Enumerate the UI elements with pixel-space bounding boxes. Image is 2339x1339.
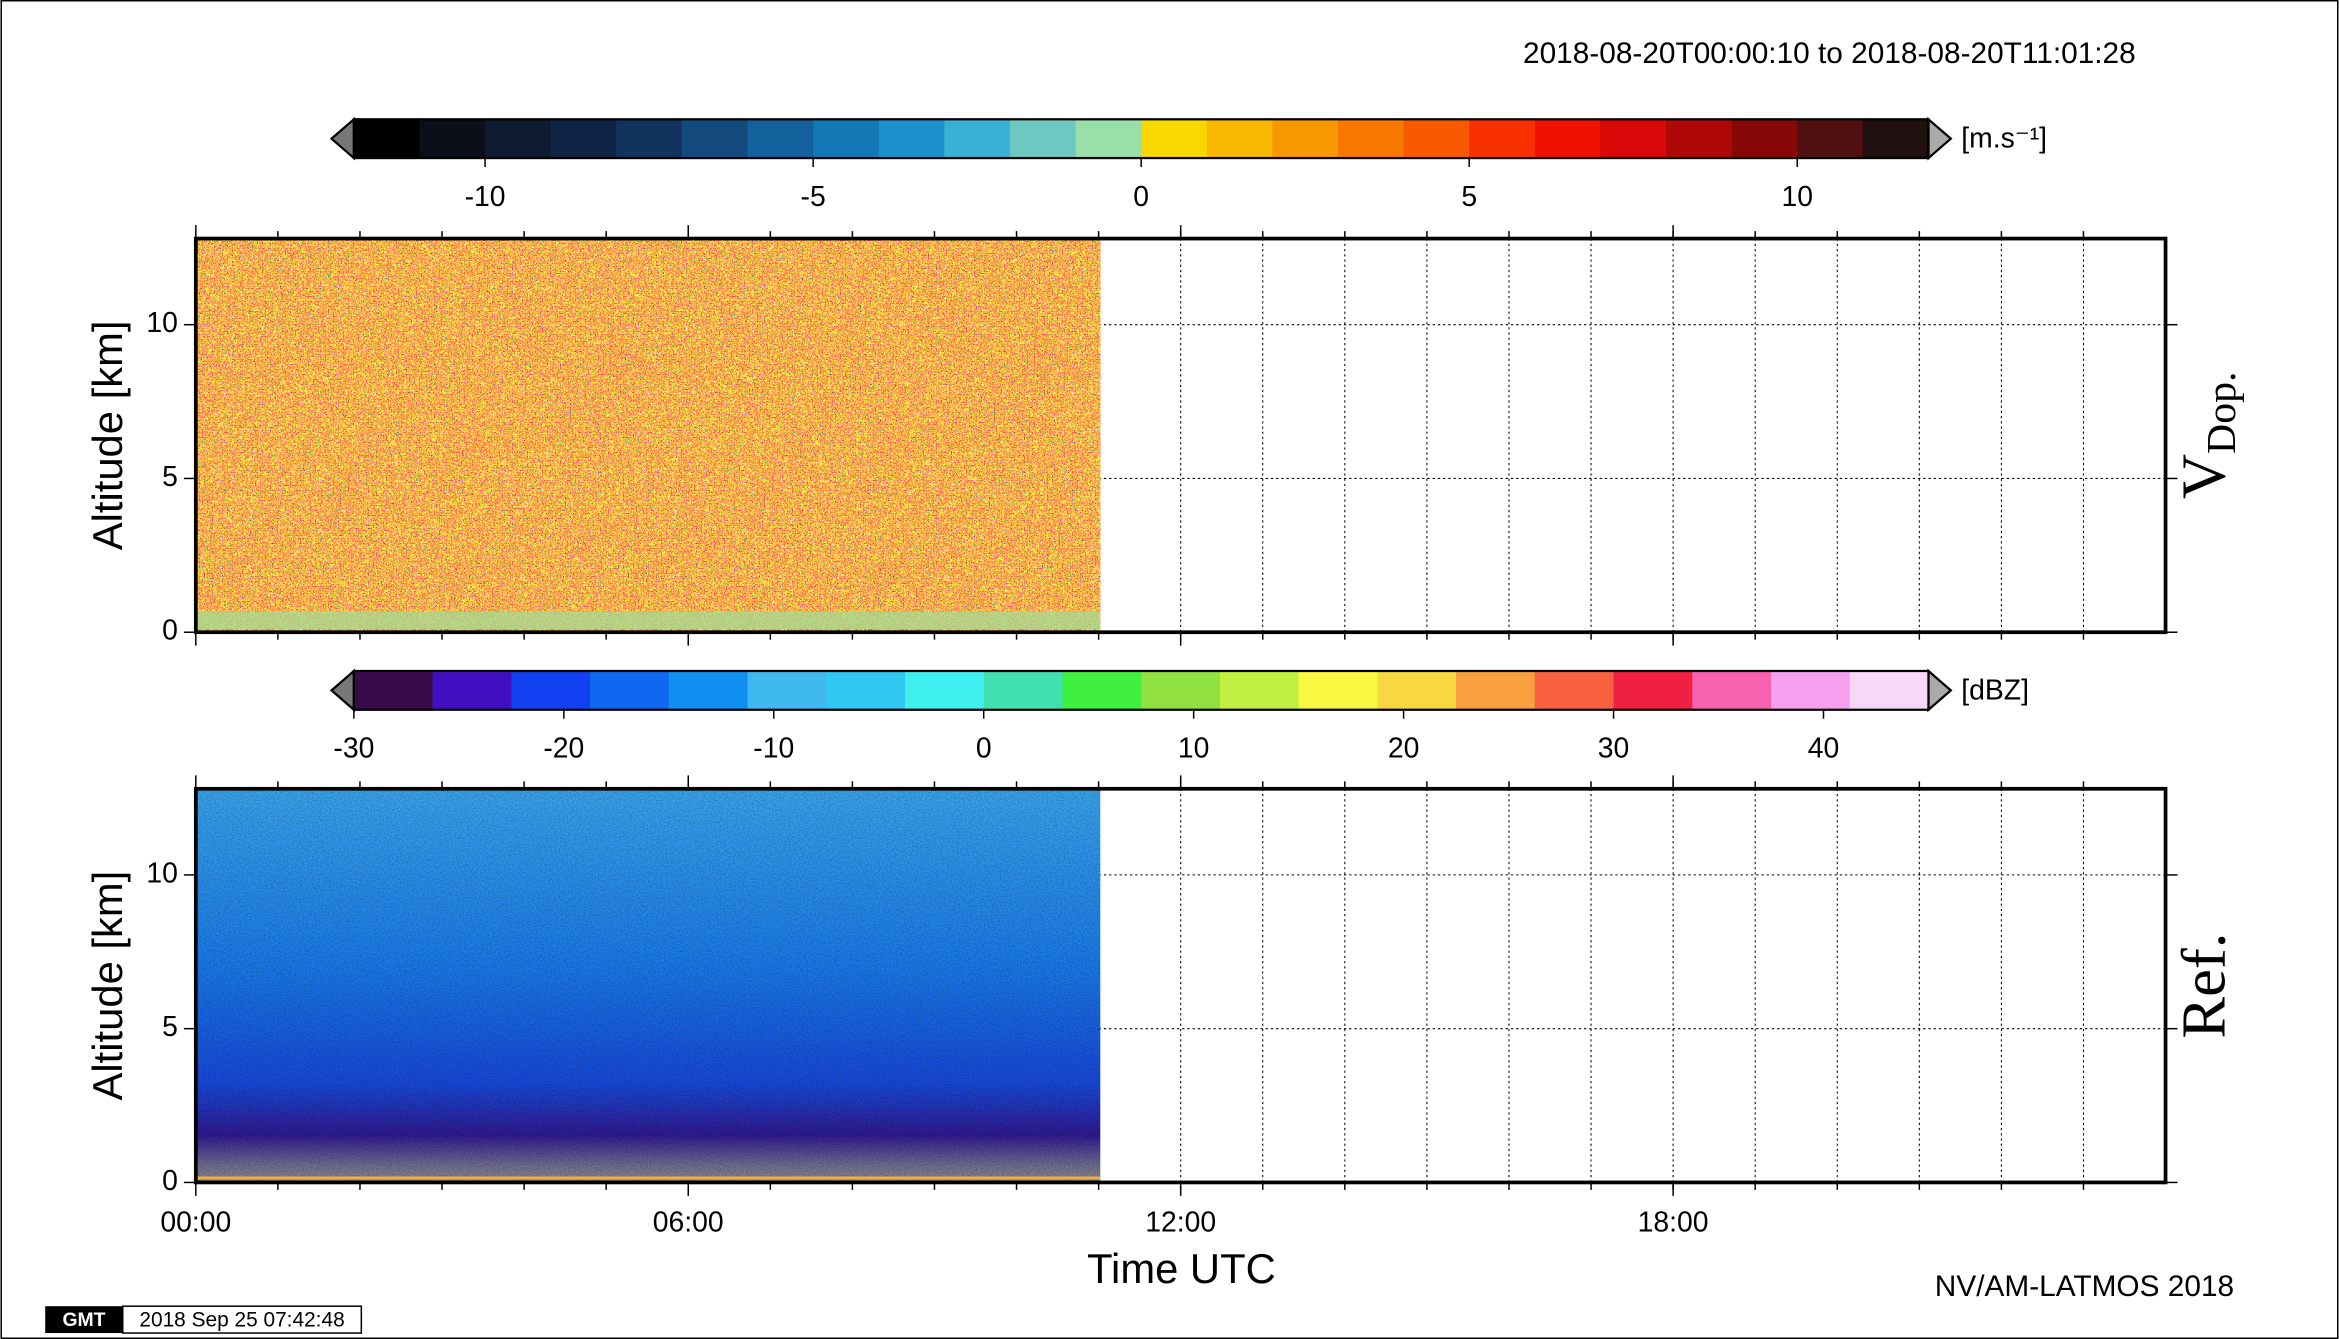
colorbar-bin — [1797, 119, 1864, 159]
colorbar-unit: [dBZ] — [1961, 674, 2029, 706]
colorbar-tick-label: -10 — [753, 733, 794, 765]
colorbar-bin — [1337, 119, 1405, 159]
colorbar-bin — [419, 119, 486, 159]
colorbar-bin — [813, 119, 880, 159]
colorbar-bin — [1600, 119, 1667, 159]
colorbar-tick-label: 10 — [1178, 733, 1210, 765]
y-tick-label: 5 — [162, 461, 178, 493]
colorbar-bin — [1141, 119, 1208, 159]
colorbar-bin — [1219, 670, 1300, 710]
panels: -10 -5 0 5 10 [m.s⁻¹] 0 5 10 Altitude [km] VDop. -3… — [84, 116, 2245, 1239]
colorbar-bin — [878, 119, 946, 159]
colorbar-bin — [353, 670, 434, 710]
panel-label: Ref. — [2169, 933, 2239, 1039]
data-field — [196, 238, 1101, 633]
data-field-ground — [196, 611, 1101, 630]
timestamp: 2018 Sep 25 07:42:48 — [139, 1309, 344, 1332]
colorbar-bin — [485, 119, 552, 159]
colorbar-tick-label: 0 — [976, 733, 992, 765]
panel-label: VDop. — [2169, 372, 2245, 500]
y-tick-label: 0 — [162, 615, 178, 647]
colorbar-bin — [1141, 670, 1221, 710]
colorbar-bin — [511, 670, 591, 710]
colorbar-bin — [590, 670, 670, 710]
colorbar-bin — [1613, 670, 1694, 710]
colorbar-tick-label: 40 — [1808, 733, 1840, 765]
x-tick-label: 00:00 — [160, 1207, 231, 1239]
colorbar-bin — [1731, 119, 1798, 159]
colorbar-bin — [1534, 119, 1602, 159]
y-axis-label: Altitude [km] — [84, 321, 131, 551]
credit: NV/AM-LATMOS 2018 — [1935, 1270, 2234, 1303]
colorbar-bin — [1692, 670, 1772, 710]
colorbar-bin — [1009, 119, 1077, 159]
colorbar-bin — [747, 119, 814, 159]
colorbar-tick-label: -10 — [465, 181, 506, 213]
colorbar-bin — [1206, 119, 1274, 159]
colorbar-bin — [616, 119, 683, 159]
colorbar-bin — [904, 670, 985, 710]
x-tick-label: 12:00 — [1145, 1207, 1216, 1239]
colorbar-tick-label: -30 — [333, 733, 374, 765]
y-tick-label: 10 — [146, 307, 178, 339]
panel-label-main: V — [2169, 454, 2239, 499]
logo-box — [45, 1306, 123, 1334]
y-tick-label: 5 — [162, 1011, 178, 1043]
colorbar-bin — [668, 670, 749, 710]
colorbar-bin — [747, 670, 827, 710]
colorbar-tick-label: 30 — [1598, 733, 1630, 765]
colorbar-tick-label: 10 — [1781, 181, 1813, 213]
colorbar-bin — [1298, 670, 1379, 710]
logo: GMT — [62, 1309, 105, 1331]
colorbar-bin — [1377, 670, 1457, 710]
colorbar-bin — [1469, 119, 1536, 159]
colorbar-bin — [1849, 670, 1930, 710]
colorbar-bin — [1403, 119, 1470, 159]
colorbar-bin — [1862, 119, 1930, 159]
colorbar-bin — [1771, 670, 1851, 710]
colorbar-bin — [983, 670, 1064, 710]
y-axis-label: Altitude [km] — [84, 871, 131, 1101]
colorbar-unit: [m.s⁻¹] — [1961, 123, 2047, 155]
panel-label-sub: Dop. — [2199, 372, 2245, 454]
colorbar-bin — [550, 119, 618, 159]
colorbar-bin — [1075, 119, 1142, 159]
colorbar-tick-label: 0 — [1133, 181, 1149, 213]
colorbar-tick-label: 5 — [1461, 181, 1477, 213]
colorbar-bin — [826, 670, 906, 710]
time-range: 2018-08-20T00:00:10 to 2018-08-20T11:01:… — [1523, 37, 2136, 70]
colorbar-bin — [1534, 670, 1615, 710]
colorbar-frame — [352, 669, 1930, 711]
x-tick-label: 06:00 — [653, 1207, 724, 1239]
colorbar-bin — [1456, 670, 1536, 710]
y-tick-label: 0 — [162, 1165, 178, 1197]
colorbar-bin — [353, 119, 421, 159]
colorbar-bin — [432, 670, 513, 710]
colorbar-tick-label: -5 — [801, 181, 826, 213]
colorbar-bin — [681, 119, 749, 159]
colorbar-bin — [1272, 119, 1339, 159]
x-axis-label: Time UTC — [1087, 1245, 1276, 1292]
data-field — [196, 788, 1101, 1183]
colorbar-bin — [1062, 670, 1142, 710]
colorbar-tick-label: -20 — [543, 733, 584, 765]
y-tick-label: 10 — [146, 857, 178, 889]
panel-label-main: Ref. — [2169, 933, 2239, 1039]
colorbar-tick-label: 20 — [1388, 733, 1420, 765]
timestamp-box — [122, 1305, 363, 1334]
colorbar-bin — [944, 119, 1011, 159]
colorbar-bin — [1666, 119, 1733, 159]
x-tick-label: 18:00 — [1638, 1207, 1709, 1239]
